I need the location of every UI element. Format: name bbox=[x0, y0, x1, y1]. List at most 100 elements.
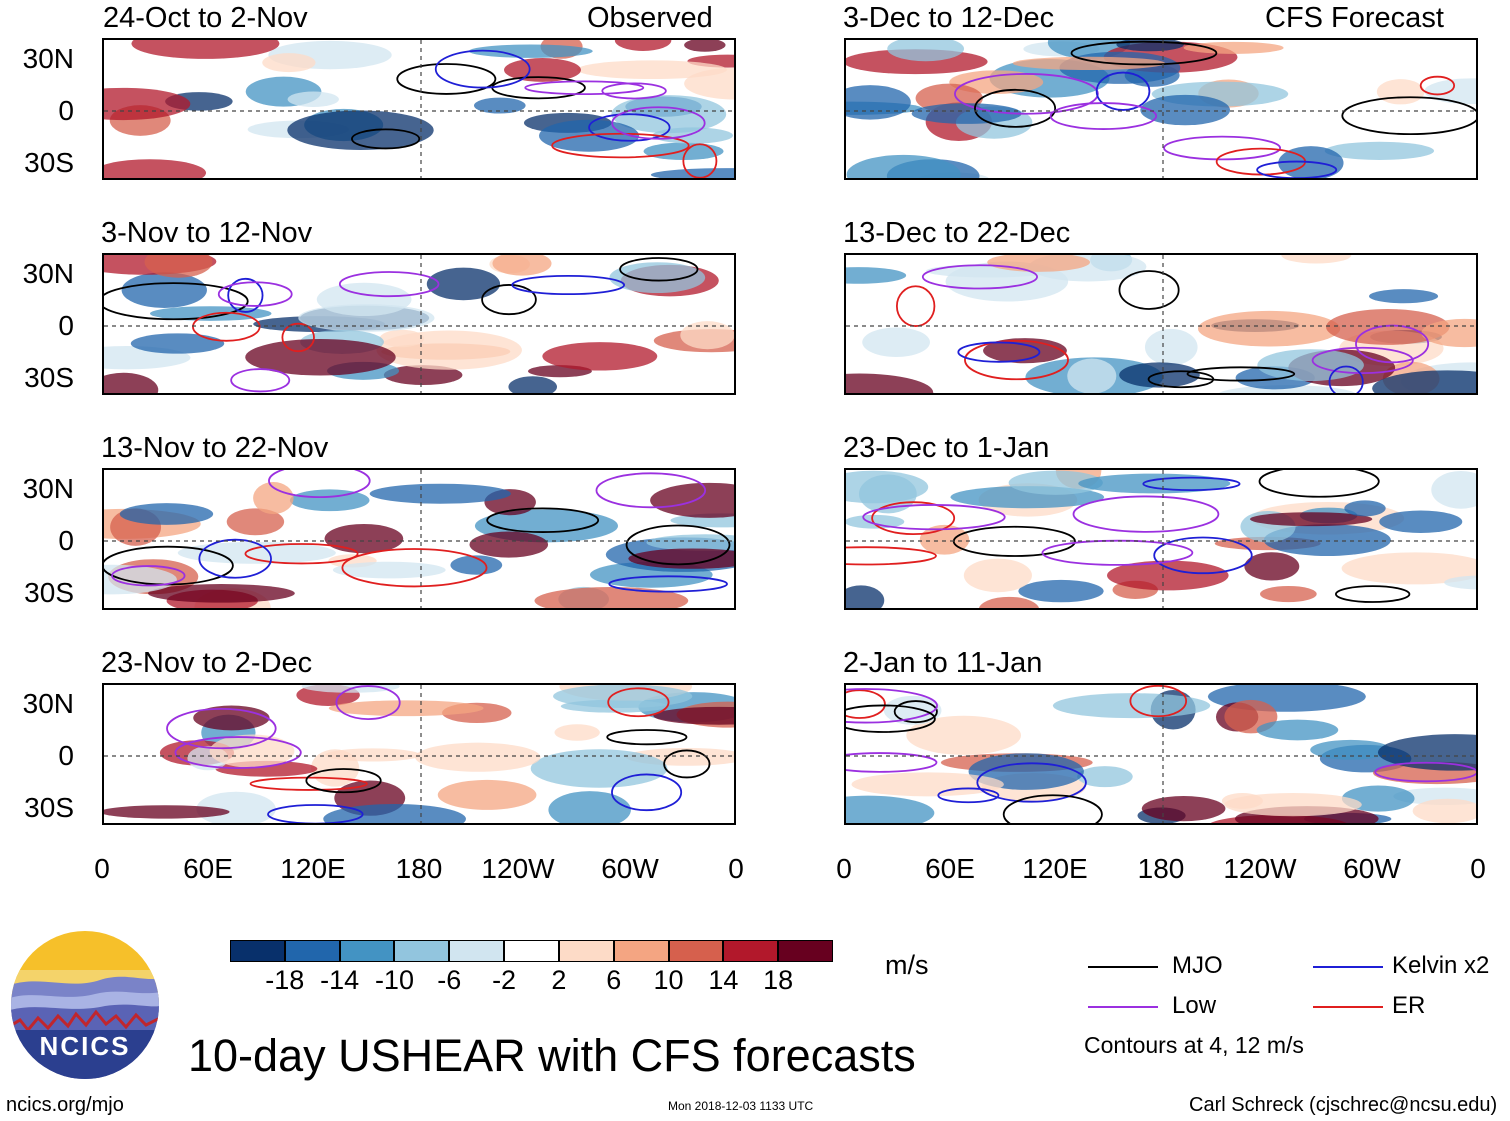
negative-shear-region bbox=[121, 272, 207, 308]
wave-contour bbox=[607, 687, 670, 718]
positive-shear-region bbox=[328, 700, 484, 717]
negative-shear-region bbox=[1431, 470, 1476, 509]
wave-contour bbox=[1147, 370, 1215, 389]
wave-contour bbox=[1072, 495, 1220, 533]
wave-contour bbox=[846, 689, 886, 719]
positive-shear-region bbox=[680, 321, 734, 350]
legend-label-er: ER bbox=[1392, 992, 1426, 1019]
colorbar-swatch bbox=[723, 940, 779, 962]
positive-shear-region bbox=[1376, 79, 1425, 105]
negative-shear-region bbox=[650, 168, 734, 178]
legend-line-low bbox=[1088, 1006, 1158, 1008]
lon-label-l-60w: 60W bbox=[601, 853, 659, 884]
map-panel-obs-3 bbox=[102, 468, 736, 610]
panel-title-5: 3-Dec to 12-Dec bbox=[843, 2, 1055, 34]
positive-shear-region bbox=[1197, 310, 1341, 347]
wave-contour bbox=[954, 73, 1099, 115]
negative-shear-region bbox=[1256, 719, 1339, 741]
wave-contour bbox=[335, 685, 401, 720]
lat-label-eq-r2: 0 bbox=[58, 310, 74, 341]
negative-shear-region bbox=[530, 749, 668, 788]
negative-shear-region bbox=[548, 791, 631, 823]
negative-shear-region bbox=[450, 555, 503, 575]
negative-shear-region bbox=[1144, 328, 1198, 366]
positive-shear-region bbox=[253, 482, 294, 515]
lon-label-r-120e: 120E bbox=[1022, 853, 1088, 884]
map-panel-obs-4 bbox=[102, 683, 736, 825]
positive-shear-region bbox=[846, 373, 934, 393]
colorbar-tick-label: 18 bbox=[763, 965, 794, 995]
wave-contour bbox=[1142, 476, 1241, 491]
legend-note: Contours at 4, 12 m/s bbox=[1084, 1032, 1304, 1058]
positive-shear-region bbox=[148, 584, 295, 603]
colorbar-tick-label: -2 bbox=[492, 965, 517, 995]
positive-shear-region bbox=[1107, 560, 1229, 591]
lat-label-30s-r2: 30S bbox=[24, 362, 74, 393]
wave-contour bbox=[351, 128, 421, 150]
positive-shear-region bbox=[650, 482, 734, 518]
wave-contour bbox=[1049, 102, 1158, 130]
wave-contour bbox=[871, 501, 956, 536]
negative-shear-region bbox=[846, 154, 961, 178]
colorbar-tick-label: 2 bbox=[551, 965, 567, 995]
colorbar-tick-label: -14 bbox=[320, 965, 360, 995]
positive-shear-region bbox=[144, 255, 213, 278]
shear-field-6 bbox=[846, 255, 1476, 393]
colorbar-swatch bbox=[558, 940, 614, 962]
negative-shear-region bbox=[646, 534, 734, 551]
positive-shear-region bbox=[1281, 255, 1352, 264]
panel-title-7: 23-Dec to 1-Jan bbox=[843, 432, 1050, 464]
wave-contour bbox=[595, 472, 707, 509]
map-panel-fcst-1 bbox=[844, 38, 1478, 180]
negative-shear-region bbox=[332, 561, 446, 579]
wave-contour bbox=[601, 82, 667, 100]
negative-shear-region bbox=[468, 44, 593, 58]
wave-contour bbox=[588, 113, 671, 142]
positive-shear-region bbox=[492, 255, 552, 276]
wave-contour bbox=[1374, 761, 1476, 783]
positive-shear-region bbox=[469, 531, 549, 558]
negative-shear-region bbox=[611, 95, 727, 134]
wave-contour bbox=[104, 282, 249, 321]
negative-shear-region bbox=[119, 503, 214, 525]
negative-shear-region bbox=[508, 376, 557, 393]
shear-field-7 bbox=[846, 470, 1476, 608]
wave-contour bbox=[551, 132, 690, 159]
shear-field-5 bbox=[846, 40, 1476, 178]
positive-shear-region bbox=[1341, 552, 1476, 585]
colorbar-swatch bbox=[504, 940, 559, 962]
wave-contour bbox=[1070, 40, 1218, 66]
wave-contour bbox=[192, 311, 261, 342]
negative-shear-region bbox=[1369, 289, 1439, 304]
wave-contour bbox=[281, 322, 315, 353]
positive-shear-region bbox=[851, 772, 1004, 797]
lon-label-r-60e: 60E bbox=[925, 853, 975, 884]
ncics-logo: NCICS bbox=[11, 931, 159, 1079]
colorbar-tick-label: 10 bbox=[653, 965, 684, 995]
map-panel-fcst-4 bbox=[844, 683, 1478, 825]
positive-shear-region bbox=[534, 587, 689, 608]
positive-shear-region bbox=[1326, 309, 1450, 345]
wave-contour bbox=[1118, 270, 1180, 310]
lat-label-30s-r1: 30S bbox=[24, 147, 74, 178]
lat-label-eq-r4: 0 bbox=[58, 740, 74, 771]
wave-contour bbox=[341, 548, 488, 588]
negative-shear-region bbox=[911, 103, 1022, 124]
lon-label-l-0b: 0 bbox=[728, 853, 744, 884]
wave-contour bbox=[1095, 71, 1151, 111]
map-panel-fcst-2 bbox=[844, 253, 1478, 395]
wave-contour bbox=[611, 773, 683, 812]
negative-shear-region bbox=[289, 489, 370, 512]
footer-credit: Carl Schreck (cjschrec@ncsu.edu) bbox=[1189, 1094, 1498, 1116]
negative-shear-region bbox=[426, 267, 501, 301]
positive-shear-region bbox=[131, 40, 280, 59]
positive-shear-region bbox=[1224, 792, 1362, 817]
colorbar-swatch bbox=[668, 940, 724, 962]
negative-shear-region bbox=[553, 685, 693, 708]
negative-shear-region bbox=[1067, 358, 1117, 393]
wave-contour bbox=[524, 80, 645, 96]
positive-shear-region bbox=[1012, 56, 1166, 71]
colorbar-swatch bbox=[339, 940, 395, 962]
negative-shear-region bbox=[846, 267, 907, 284]
panel-title-4: 23-Nov to 2-Dec bbox=[101, 647, 313, 679]
